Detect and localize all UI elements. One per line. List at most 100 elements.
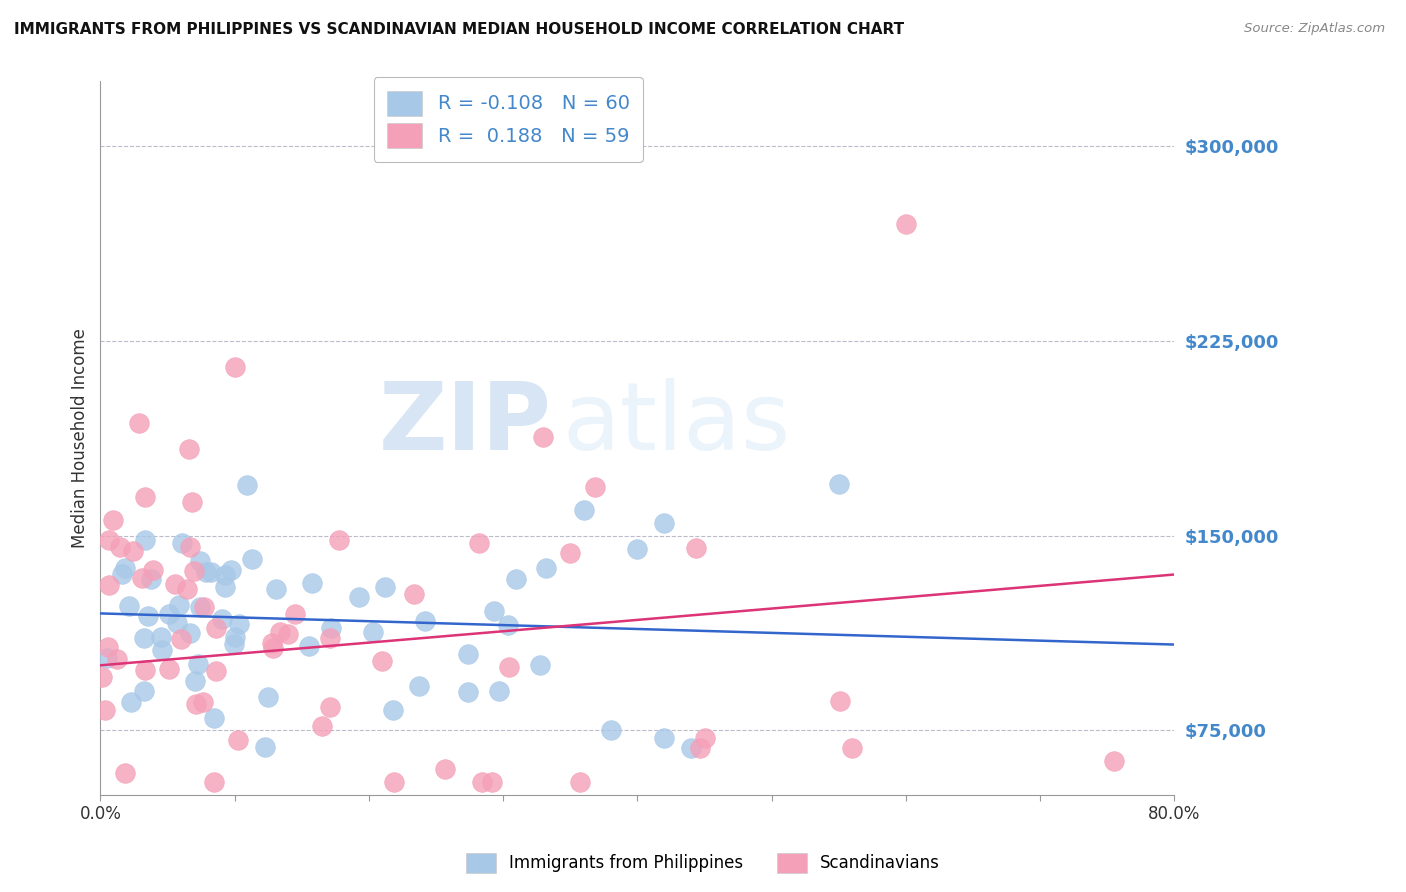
- Point: [301, 575, 323, 590]
- Point: [1102, 755, 1125, 769]
- Point: [132, 684, 155, 698]
- Legend: R = -0.108   N = 60, R =  0.188   N = 59: R = -0.108 N = 60, R = 0.188 N = 59: [374, 77, 644, 161]
- Point: [262, 641, 284, 656]
- Point: [205, 621, 228, 635]
- Point: [121, 544, 143, 558]
- Point: [569, 775, 592, 789]
- Point: [193, 599, 215, 614]
- Point: [224, 359, 246, 374]
- Point: [134, 491, 156, 505]
- Point: [264, 582, 287, 596]
- Point: [685, 541, 707, 555]
- Point: [693, 731, 716, 745]
- Point: [149, 630, 172, 644]
- Point: [91, 670, 114, 684]
- Point: [200, 565, 222, 579]
- Point: [159, 662, 181, 676]
- Point: [226, 732, 249, 747]
- Point: [484, 604, 506, 618]
- Point: [415, 614, 437, 628]
- Point: [318, 700, 340, 714]
- Point: [183, 674, 205, 689]
- Point: [96, 650, 118, 665]
- Point: [382, 775, 405, 789]
- Point: [434, 762, 457, 776]
- Point: [202, 710, 225, 724]
- Point: [128, 416, 150, 430]
- Point: [457, 685, 479, 699]
- Point: [219, 563, 242, 577]
- Point: [468, 536, 491, 550]
- Point: [179, 541, 201, 555]
- Point: [176, 582, 198, 596]
- Point: [169, 598, 191, 612]
- Point: [131, 571, 153, 585]
- Point: [689, 741, 711, 756]
- Point: [652, 516, 675, 530]
- Point: [371, 655, 394, 669]
- Point: [97, 640, 120, 655]
- Point: [157, 607, 180, 621]
- Point: [181, 494, 204, 508]
- Point: [284, 607, 307, 621]
- Point: [202, 775, 225, 789]
- Legend: Immigrants from Philippines, Scandinavians: Immigrants from Philippines, Scandinavia…: [460, 847, 946, 880]
- Point: [134, 533, 156, 548]
- Point: [136, 609, 159, 624]
- Point: [188, 599, 211, 614]
- Point: [652, 731, 675, 745]
- Point: [166, 615, 188, 630]
- Point: [583, 480, 606, 494]
- Point: [94, 703, 117, 717]
- Point: [319, 621, 342, 635]
- Point: [311, 719, 333, 733]
- Point: [457, 647, 479, 661]
- Point: [101, 513, 124, 527]
- Point: [319, 631, 342, 645]
- Point: [361, 624, 384, 639]
- Point: [256, 690, 278, 705]
- Point: [224, 637, 246, 651]
- Point: [496, 618, 519, 632]
- Point: [277, 627, 299, 641]
- Point: [188, 554, 211, 568]
- Point: [529, 657, 551, 672]
- Y-axis label: Median Household Income: Median Household Income: [72, 328, 89, 549]
- Point: [841, 741, 863, 756]
- Point: [132, 632, 155, 646]
- Point: [381, 703, 404, 717]
- Point: [328, 533, 350, 547]
- Point: [165, 577, 187, 591]
- Point: [111, 566, 134, 581]
- Point: [298, 639, 321, 653]
- Point: [505, 572, 527, 586]
- Point: [253, 739, 276, 754]
- Point: [558, 546, 581, 560]
- Point: [134, 663, 156, 677]
- Point: [374, 580, 396, 594]
- Point: [224, 630, 246, 644]
- Point: [139, 572, 162, 586]
- Point: [205, 664, 228, 678]
- Point: [114, 561, 136, 575]
- Point: [150, 643, 173, 657]
- Point: [118, 599, 141, 614]
- Point: [170, 632, 193, 646]
- Point: [347, 590, 370, 604]
- Point: [894, 217, 917, 231]
- Point: [531, 430, 554, 444]
- Point: [626, 541, 648, 556]
- Text: IMMIGRANTS FROM PHILIPPINES VS SCANDINAVIAN MEDIAN HOUSEHOLD INCOME CORRELATION : IMMIGRANTS FROM PHILIPPINES VS SCANDINAV…: [14, 22, 904, 37]
- Point: [186, 697, 208, 711]
- Point: [177, 442, 200, 456]
- Point: [142, 563, 165, 577]
- Point: [242, 552, 264, 566]
- Point: [408, 679, 430, 693]
- Point: [110, 540, 132, 554]
- Point: [236, 478, 259, 492]
- Point: [488, 684, 510, 698]
- Point: [828, 476, 851, 491]
- Point: [828, 694, 851, 708]
- Point: [681, 741, 703, 756]
- Text: ZIP: ZIP: [378, 378, 551, 470]
